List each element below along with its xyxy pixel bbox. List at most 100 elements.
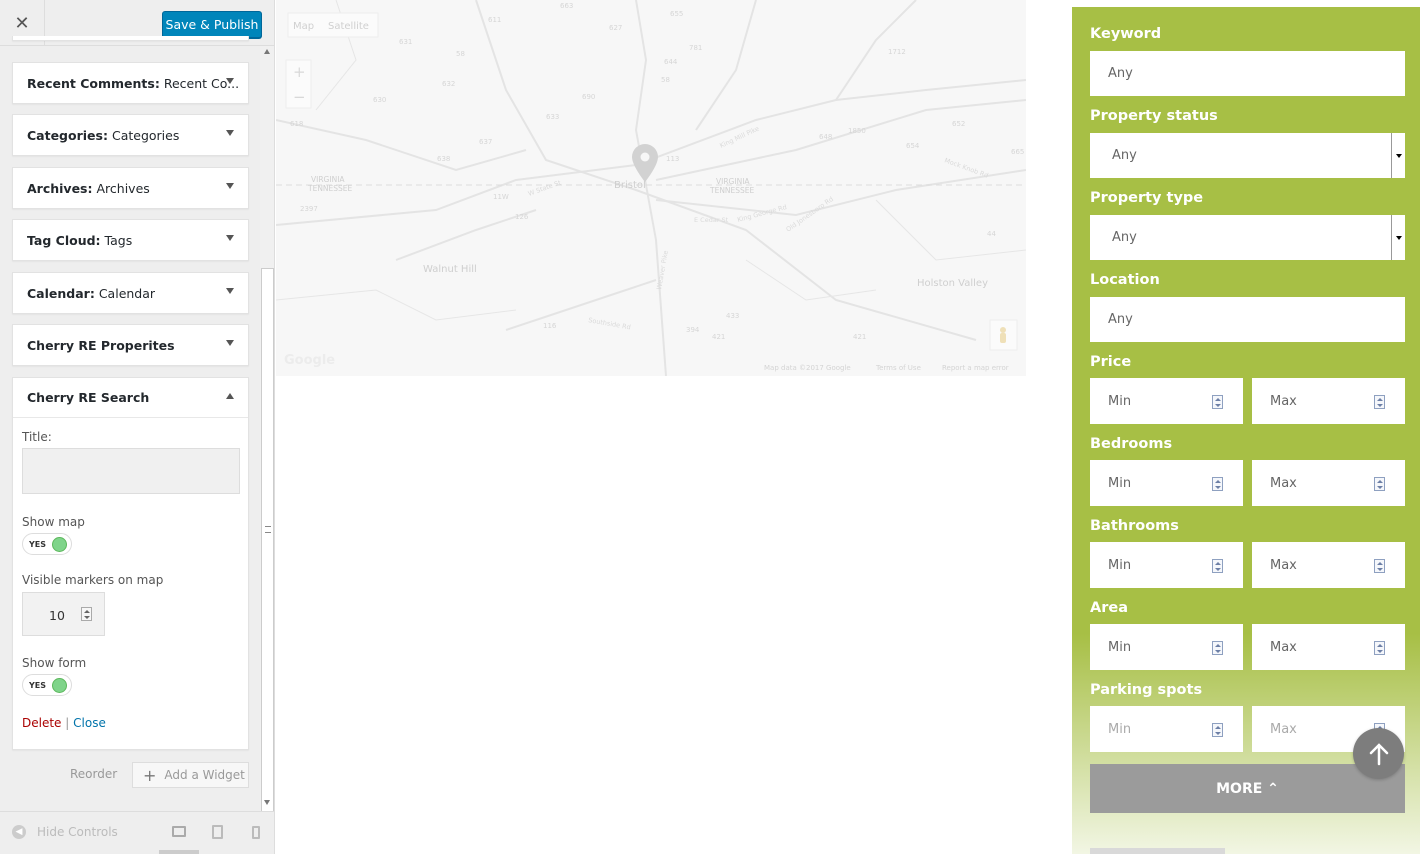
expand-arrow-icon[interactable]: [226, 340, 234, 346]
collapse-arrow-icon[interactable]: [226, 393, 234, 399]
scroll-to-top-button[interactable]: [1353, 728, 1404, 779]
property-type-value: Any: [1112, 230, 1137, 245]
desktop-preview-icon[interactable]: [172, 826, 186, 837]
bedrooms-min-input[interactable]: Min: [1090, 460, 1243, 506]
widget-tag-cloud[interactable]: Tag Cloud: Tags: [12, 219, 249, 261]
sidebar-scrollbar[interactable]: [260, 46, 274, 843]
hide-controls-button[interactable]: ◀ Hide Controls: [12, 825, 118, 839]
reorder-link[interactable]: Reorder: [70, 767, 118, 781]
widget-categories[interactable]: Categories: Categories: [12, 114, 249, 156]
parking-min-input[interactable]: Min: [1090, 706, 1243, 752]
price-min-input[interactable]: Min: [1090, 378, 1243, 424]
save-publish-button[interactable]: Save & Publish: [162, 11, 262, 38]
route-label: 1850: [848, 127, 866, 135]
show-form-toggle[interactable]: YES: [22, 674, 72, 696]
location-input[interactable]: Any: [1090, 297, 1405, 342]
property-type-select[interactable]: Any: [1090, 215, 1405, 260]
widget-title: Calendar: [98, 285, 156, 301]
min-placeholder: Min: [1108, 557, 1132, 573]
map-terms-link: Terms of Use: [875, 364, 921, 372]
pegman-body: [1000, 333, 1006, 343]
close-icon[interactable]: ✕: [0, 0, 45, 46]
area-min-input[interactable]: Min: [1090, 624, 1243, 670]
widget-settings: Title: Show map YES Visible markers on m…: [13, 430, 248, 730]
pegman-control: [989, 319, 1018, 351]
toggle-knob: [52, 678, 67, 693]
spinner-icon[interactable]: [1212, 477, 1223, 491]
map-road: [835, 0, 917, 101]
state-label: TENNESSEE: [709, 186, 755, 195]
scroll-thumb[interactable]: [261, 268, 274, 843]
widget-calendar[interactable]: Calendar: Calendar: [12, 272, 249, 314]
widget-cherry-re-properties[interactable]: Cherry RE Properites: [12, 324, 249, 366]
plus-icon: +: [143, 765, 157, 785]
tablet-preview-icon[interactable]: [212, 825, 223, 839]
dropdown-arrow-icon[interactable]: [1391, 215, 1405, 260]
route-label: 690: [582, 93, 595, 101]
state-label: VIRGINIA: [716, 177, 750, 186]
expand-arrow-icon[interactable]: [226, 78, 234, 84]
spinner-icon[interactable]: [1374, 559, 1385, 573]
route-label: 781: [689, 44, 702, 52]
scroll-down-icon[interactable]: [264, 800, 270, 805]
property-status-select[interactable]: Any: [1090, 133, 1405, 178]
more-button[interactable]: MORE ⌃: [1090, 764, 1405, 813]
add-widget-label: Add a Widget: [164, 768, 245, 782]
spinner-icon[interactable]: [1374, 395, 1385, 409]
max-placeholder: Max: [1270, 393, 1297, 409]
dropdown-arrow-icon[interactable]: [1391, 133, 1405, 178]
route-label: 632: [442, 80, 455, 88]
road-label: King Mill Pike: [718, 125, 760, 150]
map-canvas: 611 627 655 631 58 644 781 1712 663 632 …: [276, 0, 1026, 376]
route-label: 433: [726, 312, 739, 320]
route-label: 654: [906, 142, 920, 150]
widget-archives[interactable]: Archives: Archives: [12, 167, 249, 209]
keyword-input[interactable]: Any: [1090, 51, 1405, 96]
spinner-icon[interactable]: [1212, 641, 1223, 655]
area-max-input[interactable]: Max: [1252, 624, 1405, 670]
title-input[interactable]: [22, 448, 240, 494]
spinner-icon[interactable]: [1374, 477, 1385, 491]
grip-icon: [265, 526, 271, 533]
widget-recent-comments[interactable]: Recent Comments: Recent Co...: [12, 62, 249, 104]
map-marker-icon: [632, 144, 658, 182]
spinner-icon[interactable]: [1212, 723, 1223, 737]
map-preview[interactable]: 611 627 655 631 58 644 781 1712 663 632 …: [276, 0, 1026, 376]
spinner-icon[interactable]: [1212, 559, 1223, 573]
map-road: [634, 0, 667, 376]
spinner-icon[interactable]: [1212, 395, 1223, 409]
add-widget-button[interactable]: + Add a Widget: [132, 762, 249, 788]
markers-input[interactable]: 10: [22, 592, 105, 636]
show-map-toggle[interactable]: YES: [22, 533, 72, 555]
arrow-up-icon: [1369, 742, 1388, 765]
show-map-label: Show map: [22, 515, 85, 529]
route-label: 611: [488, 16, 501, 24]
map-marker-dot: [640, 152, 650, 162]
mobile-preview-icon[interactable]: [252, 826, 260, 839]
delete-link[interactable]: Delete: [22, 716, 62, 730]
min-placeholder: Min: [1108, 393, 1132, 409]
place-label: Holston Valley: [917, 278, 988, 289]
map-road: [395, 209, 537, 261]
bedrooms-max-input[interactable]: Max: [1252, 460, 1405, 506]
price-max-input[interactable]: Max: [1252, 378, 1405, 424]
expand-arrow-icon[interactable]: [226, 288, 234, 294]
search-form-panel: Keyword Any Property status Any Property…: [1072, 7, 1420, 854]
route-label: 421: [853, 333, 866, 341]
bathrooms-min-input[interactable]: Min: [1090, 542, 1243, 588]
expand-arrow-icon[interactable]: [226, 183, 234, 189]
scroll-up-icon[interactable]: [264, 49, 270, 54]
submit-button-partial[interactable]: [1090, 848, 1225, 854]
expand-arrow-icon[interactable]: [226, 235, 234, 241]
spinner-icon[interactable]: [81, 607, 92, 621]
route-label: 113: [666, 155, 679, 163]
customizer-footer: ◀ Hide Controls: [0, 811, 274, 854]
expand-arrow-icon[interactable]: [226, 130, 234, 136]
zoom-control: [285, 59, 312, 109]
toggle-state: YES: [29, 681, 47, 690]
close-link[interactable]: Close: [73, 716, 106, 730]
bathrooms-max-input[interactable]: Max: [1252, 542, 1405, 588]
widget-header[interactable]: Cherry RE Search: [13, 378, 248, 418]
spinner-icon[interactable]: [1374, 641, 1385, 655]
route-label: 44: [987, 230, 996, 238]
